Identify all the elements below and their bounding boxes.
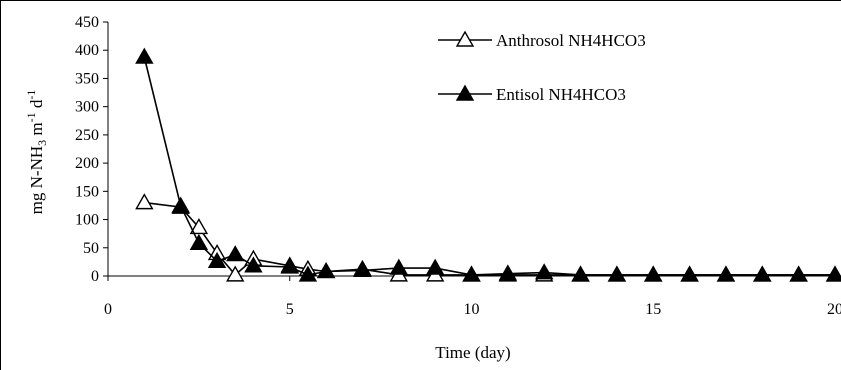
legend-item: Anthrosol NH4HCO3 bbox=[438, 30, 646, 50]
y-label-unit: d bbox=[27, 99, 46, 112]
data-point bbox=[389, 258, 409, 275]
legend-item: Entisol NH4HCO3 bbox=[438, 84, 626, 104]
y-tick-label: 100 bbox=[75, 212, 99, 229]
data-point bbox=[644, 265, 663, 282]
y-tick-label: 350 bbox=[75, 70, 99, 87]
series-1 bbox=[135, 193, 841, 282]
y-label-main: mg N-NH bbox=[27, 146, 46, 214]
y-label-superscript: -1 bbox=[24, 112, 38, 122]
x-tick-label: 10 bbox=[464, 301, 480, 318]
axes: 0 50 100 150 200 250 300 350 400 450 0 5 10 15 20 bbox=[75, 14, 841, 318]
legend-label: Entisol NH4HCO3 bbox=[496, 85, 626, 104]
y-tick-label: 150 bbox=[75, 183, 99, 200]
data-point bbox=[571, 265, 590, 282]
chart-frame-top bbox=[0, 0, 841, 1]
y-tick-label: 450 bbox=[75, 14, 99, 31]
data-point bbox=[716, 265, 736, 282]
data-point bbox=[498, 264, 518, 281]
series-line bbox=[143, 56, 835, 276]
x-tick-label: 20 bbox=[827, 301, 841, 318]
data-point bbox=[789, 265, 808, 282]
data-point bbox=[753, 265, 772, 282]
x-tick-label: 0 bbox=[104, 301, 112, 318]
data-point bbox=[135, 47, 154, 64]
data-point bbox=[207, 251, 227, 269]
data-point bbox=[171, 196, 190, 213]
data-point bbox=[353, 260, 372, 278]
data-point bbox=[280, 257, 299, 274]
chart-frame-left bbox=[0, 0, 1, 370]
data-point bbox=[298, 265, 318, 282]
legend-label: Anthrosol NH4HCO3 bbox=[496, 31, 646, 50]
data-point bbox=[425, 258, 445, 275]
data-point bbox=[462, 265, 481, 282]
series-2 bbox=[135, 47, 841, 282]
y-tick-label: 200 bbox=[75, 155, 99, 172]
y-tick-label: 50 bbox=[83, 240, 99, 257]
y-axis-label: mg N-NH3 m-1 d-1 bbox=[24, 90, 49, 215]
data-point bbox=[135, 193, 154, 210]
x-tick-label: 5 bbox=[286, 301, 294, 318]
data-point bbox=[189, 218, 209, 235]
y-tick-label: 250 bbox=[75, 127, 99, 144]
data-point bbox=[607, 265, 627, 282]
x-axis-label: Time (day) bbox=[435, 343, 510, 362]
legend-marker bbox=[455, 30, 475, 47]
y-label-superscript: -1 bbox=[24, 90, 38, 100]
legend-marker bbox=[455, 84, 475, 101]
data-point bbox=[316, 262, 336, 279]
data-point bbox=[244, 256, 263, 273]
y-tick-label: 0 bbox=[91, 268, 99, 285]
x-tick-label: 15 bbox=[645, 301, 661, 318]
y-tick-label: 400 bbox=[75, 42, 99, 59]
y-tick-label: 300 bbox=[75, 99, 99, 116]
data-point bbox=[226, 265, 245, 282]
series-layer bbox=[135, 47, 841, 282]
data-point bbox=[226, 245, 245, 262]
data-point bbox=[189, 233, 209, 250]
legend: Anthrosol NH4HCO3 Entisol NH4HCO3 bbox=[438, 30, 646, 104]
data-point bbox=[825, 265, 841, 282]
y-label-unit: m bbox=[27, 122, 46, 139]
y-label-subscript: 3 bbox=[35, 140, 49, 146]
data-point bbox=[534, 263, 554, 280]
data-point bbox=[680, 265, 699, 282]
